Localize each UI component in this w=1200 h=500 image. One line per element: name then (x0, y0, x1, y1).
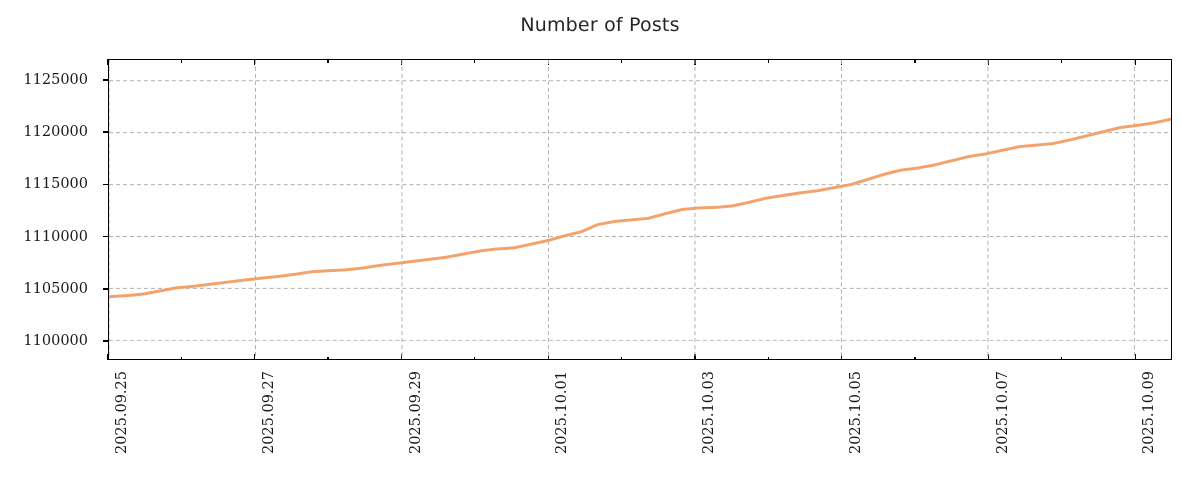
y-axis-tick-mark (103, 131, 108, 133)
x-axis-tick-label: 2025.09.27 (260, 371, 277, 455)
x-axis-tick-mark-top (767, 59, 769, 63)
x-axis-tick-mark-top (620, 59, 623, 63)
y-axis-tick-label: 1115000 (23, 176, 88, 193)
x-axis-tick-mark (547, 354, 549, 360)
x-axis-tick-mark (180, 356, 182, 360)
chart-title: Number of Posts (520, 14, 680, 36)
y-axis-tick-label: 1125000 (23, 71, 88, 88)
x-axis-tick-label: 2025.10.07 (994, 371, 1011, 455)
data-series-line (109, 117, 1171, 299)
x-axis-tick-mark-top (914, 59, 916, 63)
x-axis-tick-mark (474, 356, 476, 360)
x-axis-tick-mark (400, 354, 403, 360)
x-axis-tick-mark-top (474, 59, 476, 63)
y-axis-tick-mark (103, 340, 108, 342)
x-axis-tick-label: 2025.10.05 (847, 371, 864, 455)
x-axis-tick-mark-top (987, 59, 990, 65)
y-axis-tick-label: 1105000 (23, 280, 88, 297)
x-axis-tick-mark-top (180, 59, 182, 63)
y-axis-tick-mark (103, 79, 108, 81)
y-axis-tick-label: 1110000 (23, 228, 88, 245)
x-axis-tick-label: 2025.09.29 (407, 371, 424, 455)
x-axis-tick-mark-top (1061, 59, 1063, 63)
x-axis-tick-mark (107, 354, 109, 360)
x-axis-tick-mark-top (254, 59, 256, 65)
x-axis-tick-mark (694, 354, 696, 360)
x-axis-tick-mark (767, 356, 769, 360)
x-axis-tick-mark (254, 354, 256, 360)
y-axis-tick-label: 1120000 (23, 124, 88, 141)
x-axis-tick-label: 2025.10.03 (701, 371, 718, 455)
y-axis-tick-mark (103, 183, 108, 186)
x-axis-tick-mark-top (1134, 59, 1136, 65)
x-axis-tick-mark (987, 354, 990, 360)
plot-area (108, 59, 1172, 360)
x-axis-tick-mark (327, 356, 329, 360)
x-axis-tick-mark (1134, 354, 1136, 360)
x-axis-tick-label: 2025.09.25 (114, 371, 130, 455)
x-axis-tick-mark (841, 354, 843, 360)
grid-lines (109, 60, 1171, 359)
x-axis-tick-label: 2025.10.01 (554, 371, 571, 455)
x-axis-tick-mark-top (327, 59, 329, 63)
x-axis-tick-label: 2025.10.09 (1141, 371, 1158, 455)
y-axis-tick-mark (103, 235, 108, 238)
x-axis-tick-mark (620, 356, 623, 360)
series-line-number-of-posts (109, 117, 1171, 299)
x-axis-tick-mark (914, 356, 916, 360)
y-axis-tick-label: 1100000 (23, 333, 88, 350)
y-axis-tick-mark (103, 288, 108, 290)
x-axis-tick-mark (1061, 356, 1063, 360)
x-axis-tick-mark-top (107, 59, 109, 65)
